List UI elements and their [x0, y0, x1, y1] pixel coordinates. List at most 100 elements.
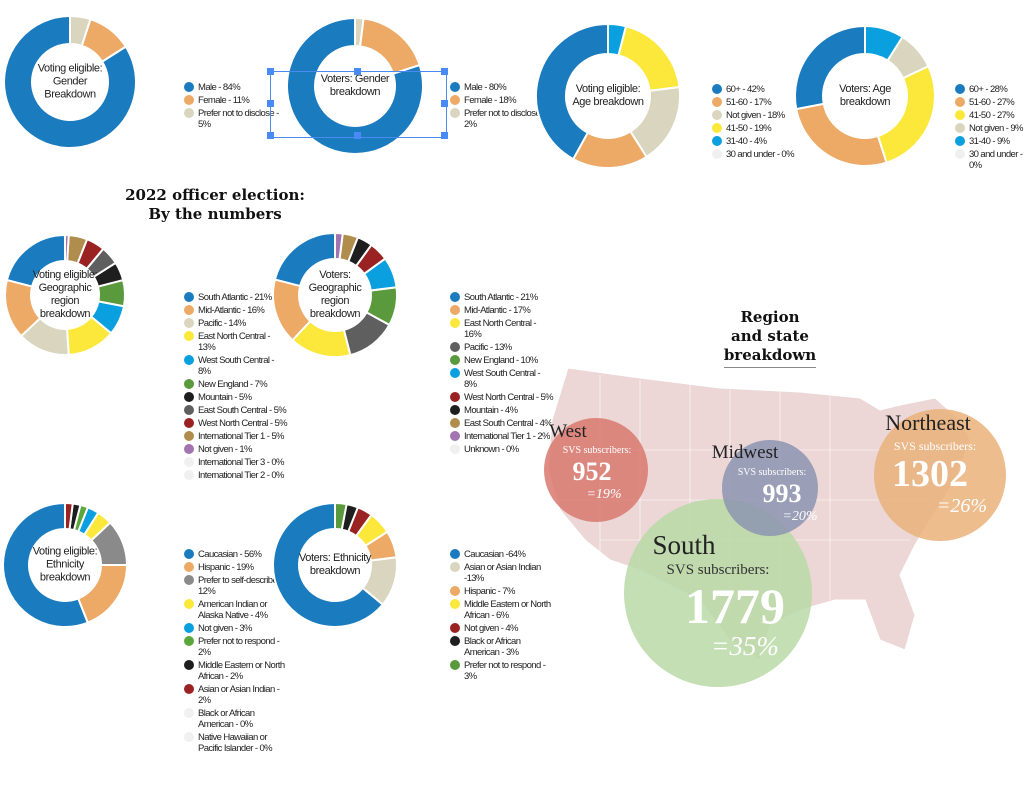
legend-item: Prefer not to disclose - 2% [450, 108, 554, 130]
legend-label: Prefer not to respond - 3% [464, 660, 546, 682]
legend-swatch [712, 123, 722, 133]
legend-label: 51-60 - 27% [969, 97, 1015, 108]
legend-swatch [450, 82, 460, 92]
legend-item: Asian or Asian Indian - 2% [184, 684, 288, 706]
legend-swatch [184, 305, 194, 315]
legend-swatch [450, 660, 460, 670]
legend-item: South Atlantic - 21% [450, 292, 554, 303]
legend-label: New England - 7% [198, 379, 268, 390]
resize-handle[interactable] [441, 132, 448, 139]
legend-label: 41-50 - 19% [726, 123, 772, 134]
legend-label: Prefer to self-describe - 12% [198, 575, 282, 597]
legend-item: New England - 7% [184, 379, 288, 390]
region-name-northeast: Northeast [885, 410, 971, 435]
legend-swatch [712, 84, 722, 94]
northeast-circle [874, 409, 1006, 541]
headline-line: By the numbers [148, 205, 282, 223]
legend-label: Mountain - 5% [198, 392, 252, 403]
resize-handle[interactable] [441, 100, 448, 107]
region-count: 1779 [685, 578, 785, 634]
resize-handle[interactable] [354, 68, 361, 75]
legend: 60+ - 28% 51-60 - 27% 41-50 - 27% Not given… [955, 84, 1024, 173]
legend-swatch [712, 110, 722, 120]
region-pct: =26% [936, 495, 988, 517]
west-circle [544, 418, 648, 522]
legend-item: East North Central - 13% [184, 331, 288, 353]
legend-item: Not given - 18% [712, 110, 794, 121]
legend-label: 30 and under - 0% [726, 149, 795, 160]
legend-swatch [712, 149, 722, 159]
legend-item: West North Central - 5% [184, 418, 288, 429]
legend-swatch [450, 368, 460, 378]
legend-swatch [450, 95, 460, 105]
headline: 2022 officer election: By the numbers [110, 186, 320, 224]
region-label: SVS subscribers: [562, 445, 632, 456]
legend-item: International Tier 1 - 5% [184, 431, 288, 442]
legend-item: 51-60 - 27% [955, 97, 1024, 108]
resize-handle[interactable] [267, 132, 274, 139]
region-name-west: West [549, 421, 587, 442]
legend-item: West South Central - 8% [184, 355, 288, 377]
legend-label: East North Central - 16% [464, 318, 537, 340]
resize-handle[interactable] [267, 68, 274, 75]
donut-chart [272, 501, 398, 628]
legend-label: Caucasian - 56% [198, 549, 262, 560]
legend-label: Prefer not to disclose - 5% [198, 108, 279, 130]
legend-swatch [184, 331, 194, 341]
legend-label: 30 and under - 0% [969, 149, 1023, 171]
legend-swatch [184, 318, 194, 328]
donut-slice [3, 14, 137, 149]
legend-item: Asian or Asian Indian -13% [450, 562, 554, 584]
region-label: SVS subscribers: [666, 562, 770, 578]
legend-item: East South Central - 4% [450, 418, 554, 429]
legend-label: 41-50 - 27% [969, 110, 1015, 121]
legend-item: Not given - 1% [184, 444, 288, 455]
resize-handle[interactable] [441, 68, 448, 75]
region-count: 1302 [892, 453, 968, 495]
legend-swatch [450, 305, 460, 315]
legend-label: International Tier 1 - 2% [464, 431, 550, 442]
legend-label: Not given - 1% [198, 444, 253, 455]
legend-swatch [184, 599, 194, 609]
legend-item: Caucasian - 56% [184, 549, 288, 560]
legend-swatch [450, 392, 460, 402]
legend-label: Not given - 3% [198, 623, 253, 634]
legend-swatch [184, 549, 194, 559]
legend-item: Mountain - 4% [450, 405, 554, 416]
legend-swatch [184, 405, 194, 415]
legend-item: West North Central - 5% [450, 392, 554, 403]
legend-item: 51-60 - 17% [712, 97, 794, 108]
donut-slice [69, 14, 92, 48]
legend-label: West South Central - 8% [464, 368, 541, 390]
map-title-line: and state [731, 327, 809, 345]
map-title-line: Region [740, 308, 800, 326]
donut-chart [2, 501, 129, 628]
donut-title: Voters: Ethnicity breakdown [298, 552, 372, 577]
legend-swatch [184, 379, 194, 389]
donut-chart [4, 233, 126, 356]
donut-slice [864, 24, 904, 62]
resize-handle[interactable] [267, 100, 274, 107]
legend-item: Female - 11% [184, 95, 288, 106]
legend: Male - 84% Female - 11% Prefer not to disc… [184, 82, 288, 132]
region-count: 993 [762, 479, 802, 508]
legend-item: Not given - 4% [450, 623, 554, 634]
legend-item: Mid-Atlantic - 17% [450, 305, 554, 316]
donut-chart [272, 231, 398, 358]
region-name-midwest: Midwest [711, 442, 779, 463]
legend-swatch [184, 355, 194, 365]
legend-label: Unknown - 0% [464, 444, 519, 455]
legend-label: New England - 10% [464, 355, 538, 366]
legend-item: Hispanic - 19% [184, 562, 288, 573]
legend-swatch [184, 575, 194, 585]
donut-slice [2, 501, 90, 628]
legend-swatch [450, 549, 460, 559]
legend-item: Not given - 3% [184, 623, 288, 634]
donut-slice [64, 501, 74, 531]
legend-swatch [955, 97, 965, 107]
resize-handle[interactable] [354, 132, 361, 139]
donut-chart [794, 24, 936, 167]
legend-label: American Indian or Alaska Native - 4% [198, 599, 268, 621]
midwest-circle [722, 440, 818, 536]
